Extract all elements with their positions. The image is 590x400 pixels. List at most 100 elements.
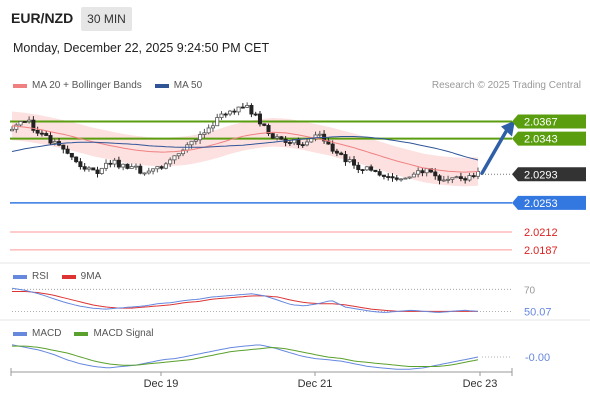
candle-body <box>270 133 275 139</box>
candle-body <box>386 176 391 178</box>
candle-body <box>31 119 36 131</box>
candle-body <box>82 166 87 170</box>
macd-legend: MACD MACD Signal <box>13 328 166 339</box>
candle-body <box>69 152 74 158</box>
candle-body <box>287 142 292 144</box>
candle-body <box>334 150 339 154</box>
candle-body <box>52 141 57 144</box>
candle-body <box>210 125 215 129</box>
ma20-line <box>11 125 479 173</box>
candle-body <box>61 144 66 150</box>
candle-body <box>245 105 250 108</box>
timestamp: Monday, December 22, 2025 9:24:50 PM CET <box>13 41 270 55</box>
candle-body <box>420 170 425 174</box>
bollinger-band <box>12 111 478 187</box>
ma50-line <box>11 136 479 161</box>
level-label: 2.0253 <box>524 198 558 210</box>
legend-rsi: RSI <box>32 271 49 282</box>
candle-body <box>317 133 322 136</box>
candle-body <box>300 144 305 147</box>
level-label: 2.0343 <box>524 134 558 146</box>
candle-body <box>437 175 442 181</box>
level-label: 2.0187 <box>524 245 558 257</box>
last-price-label: 2.0293 <box>524 169 558 181</box>
candle-body <box>142 172 147 175</box>
last-price-tag <box>512 167 586 182</box>
candle-body <box>356 164 361 170</box>
candle-body <box>163 163 168 169</box>
candle-body <box>364 166 369 171</box>
candle-body <box>249 105 254 115</box>
candle-body <box>304 141 309 146</box>
rsi-last-value: 50.07 <box>524 306 552 318</box>
candle-body <box>475 171 480 177</box>
candle-body <box>223 113 228 116</box>
candle-body <box>390 176 395 179</box>
candle-body <box>360 169 365 171</box>
forecast-arrow-head <box>501 120 515 137</box>
level-tag-resistance <box>512 131 586 146</box>
candle-body <box>381 174 386 177</box>
macd-panel: -0.00 <box>11 344 550 370</box>
candle-body <box>44 133 49 136</box>
rsi-value-bg <box>520 304 560 318</box>
candle-body <box>155 166 160 170</box>
candle-body <box>48 135 53 144</box>
candle-body <box>27 119 32 122</box>
credit-text: Research © 2025 Trading Central <box>431 80 581 91</box>
candle-body <box>14 124 19 130</box>
candle-body <box>22 121 27 123</box>
candle-body <box>108 162 113 165</box>
candle-body <box>292 138 297 144</box>
candle-body <box>116 159 121 168</box>
candle-body <box>433 171 438 177</box>
candle-body <box>343 154 348 163</box>
candle-body <box>411 173 416 178</box>
candle-body <box>125 163 130 169</box>
candle-body <box>202 132 207 135</box>
interval-badge[interactable]: 30 MIN <box>81 7 132 31</box>
candle-body <box>399 178 404 181</box>
candle-body <box>65 148 70 154</box>
symbol-title: EUR/NZD <box>11 10 74 26</box>
candle-body <box>78 161 83 168</box>
candle-body <box>151 168 156 172</box>
candle-body <box>471 175 476 178</box>
candle-body <box>193 139 198 142</box>
candle-body <box>236 106 241 113</box>
legend-ma50: MA 50 <box>173 80 203 91</box>
candle-body <box>189 140 194 146</box>
x-tick-label: Dec 23 <box>463 378 498 390</box>
price-legend: MA 20 + Bollinger Bands MA 50 <box>13 80 215 91</box>
rsi-swatch <box>13 274 27 279</box>
rsi-level-label: 70 <box>524 285 536 296</box>
candle-body <box>424 168 429 174</box>
rsi-panel: 705050.07 <box>11 285 560 318</box>
candle-body <box>339 152 344 155</box>
candle-body <box>369 166 374 171</box>
candle-body <box>416 170 421 175</box>
candle-body <box>262 123 267 126</box>
legend-rsi-ma: 9MA <box>80 271 102 282</box>
macd-signal-line <box>12 345 479 367</box>
candle-body <box>91 167 96 171</box>
candle-body <box>403 177 408 180</box>
candle-body <box>206 127 211 134</box>
x-tick-label: Dec 19 <box>144 378 179 390</box>
ma50-swatch <box>154 83 169 88</box>
candle-body <box>352 159 357 166</box>
candle-body <box>95 169 100 174</box>
candle-body <box>446 178 451 181</box>
candle-body <box>181 149 186 155</box>
candle-body <box>347 159 352 163</box>
level-label: 2.0367 <box>524 117 558 129</box>
legend-bollinger: MA 20 + Bollinger Bands <box>32 80 142 91</box>
legend-macd-signal: MACD Signal <box>93 328 154 339</box>
candle-body <box>219 113 224 118</box>
candle-body <box>86 167 91 170</box>
level-label: 2.0212 <box>524 227 558 239</box>
candle-body <box>39 132 44 135</box>
macd-swatch <box>13 331 27 336</box>
rsi-legend: RSI 9MA <box>13 271 114 282</box>
